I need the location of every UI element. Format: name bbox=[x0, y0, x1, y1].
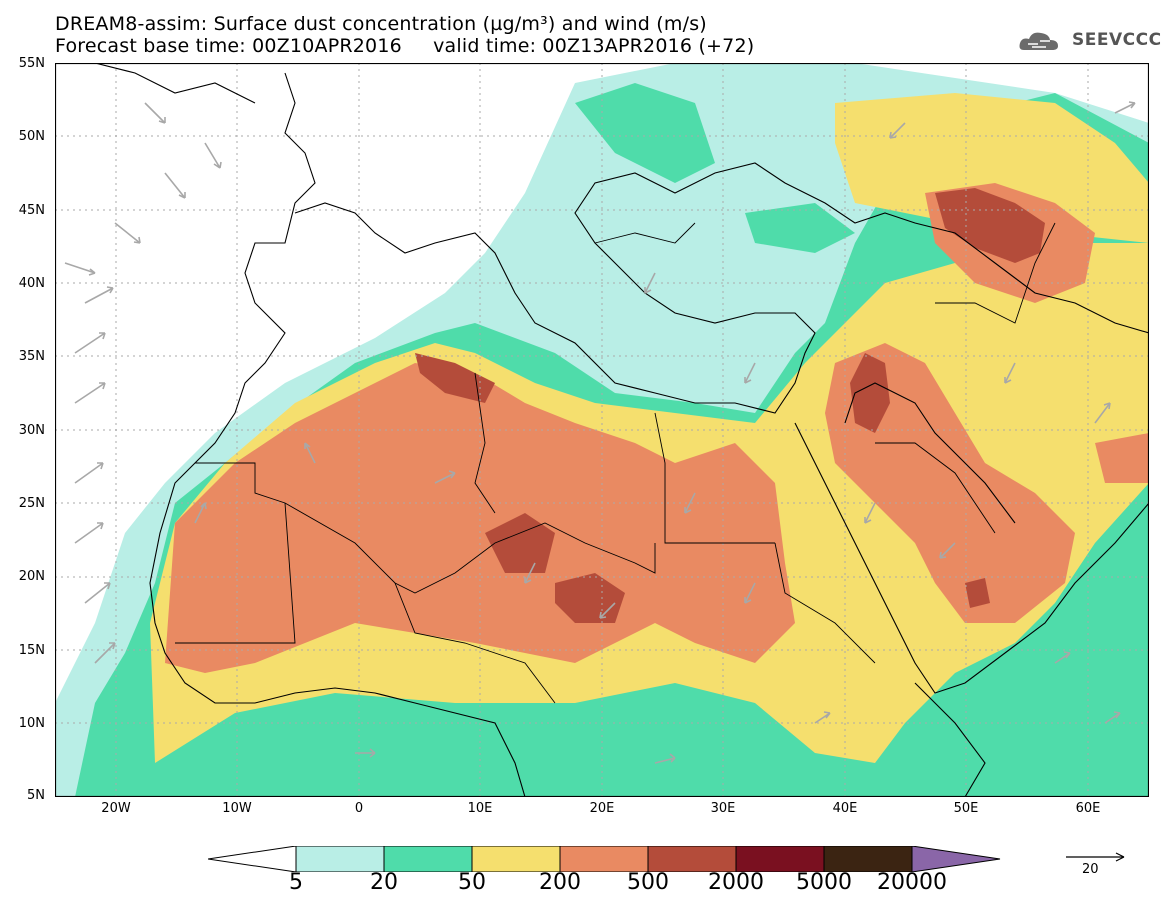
wind-arrows bbox=[64, 101, 1136, 764]
colorbar-label: 20 bbox=[370, 870, 398, 895]
lon-label: 60E bbox=[1075, 801, 1101, 816]
colorbar-swatch bbox=[471, 846, 561, 872]
wind-reference-arrow-icon bbox=[1066, 852, 1125, 862]
lat-label: 25N bbox=[18, 496, 45, 511]
colorbar-label: 5 bbox=[289, 870, 303, 895]
lon-label: 40E bbox=[832, 801, 858, 816]
chart-subtitle: Forecast base time: 00Z10APR2016 valid t… bbox=[55, 35, 755, 57]
lat-label: 5N bbox=[27, 788, 45, 803]
colorbar-swatch bbox=[647, 846, 737, 872]
colorbar-upper-triangle bbox=[911, 846, 1001, 872]
wind-reference-label: 20 bbox=[1082, 862, 1099, 877]
lat-label: 20N bbox=[18, 569, 45, 584]
lon-label: 0 bbox=[354, 801, 364, 816]
lon-label: 10W bbox=[222, 801, 252, 816]
lat-label: 40N bbox=[18, 276, 45, 291]
coastlines bbox=[94, 63, 1149, 797]
colorbar-label: 2000 bbox=[708, 870, 764, 895]
lon-label: 10E bbox=[467, 801, 493, 816]
colorbar-swatch bbox=[823, 846, 913, 872]
colorbar-label: 50 bbox=[458, 870, 486, 895]
colorbar-lower-triangle bbox=[208, 846, 297, 872]
colorbar-label: 20000 bbox=[877, 870, 947, 895]
colorbar bbox=[208, 846, 1001, 872]
lat-label: 30N bbox=[18, 423, 45, 438]
lon-label: 50E bbox=[953, 801, 979, 816]
dust-level-500 bbox=[415, 188, 1045, 623]
graticule bbox=[55, 63, 1149, 797]
colorbar-swatch bbox=[383, 846, 473, 872]
colorbar-label: 5000 bbox=[796, 870, 852, 895]
lon-label: 20E bbox=[589, 801, 615, 816]
cloud-icon bbox=[1019, 32, 1058, 50]
lat-label: 55N bbox=[18, 56, 45, 71]
lat-label: 15N bbox=[18, 643, 45, 658]
lon-label: 30E bbox=[710, 801, 736, 816]
lat-label: 50N bbox=[18, 129, 45, 144]
colorbar-swatch bbox=[295, 846, 385, 872]
lon-label: 20W bbox=[101, 801, 131, 816]
logo-text: SEEVCCC bbox=[1072, 30, 1162, 50]
colorbar-swatch bbox=[559, 846, 649, 872]
lat-label: 10N bbox=[18, 716, 45, 731]
colorbar-label: 200 bbox=[539, 870, 581, 895]
political-borders bbox=[175, 222, 1056, 704]
lat-label: 45N bbox=[18, 203, 45, 218]
colorbar-label: 500 bbox=[627, 870, 669, 895]
colorbar-swatch bbox=[735, 846, 825, 872]
chart-title: DREAM8-assim: Surface dust concentration… bbox=[55, 13, 707, 35]
map-frame bbox=[55, 63, 1149, 797]
lat-label: 35N bbox=[18, 349, 45, 364]
dust-map bbox=[55, 63, 1149, 797]
